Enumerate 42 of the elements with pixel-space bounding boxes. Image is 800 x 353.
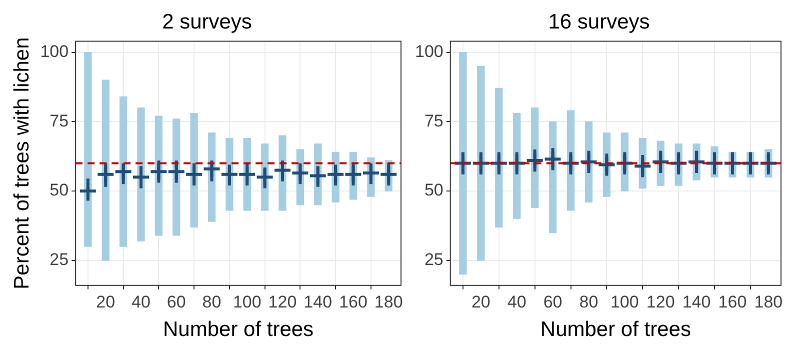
- y-tick-label: 25: [424, 250, 444, 270]
- x-tick-label: 40: [132, 292, 150, 312]
- y-tick-label: 75: [50, 111, 69, 130]
- bar: [154, 116, 163, 236]
- x-tick-label: 20: [96, 292, 116, 312]
- x-tick-label: 60: [166, 292, 186, 312]
- x-axis-title: Number of trees: [540, 318, 691, 342]
- x-tick-label: 20: [471, 292, 490, 312]
- chart-title: 16 surveys: [548, 10, 650, 34]
- x-tick-label: 140: [682, 292, 711, 312]
- y-tick-label: 100: [414, 42, 444, 61]
- bar: [190, 113, 198, 228]
- bar: [137, 107, 145, 242]
- bar: [172, 118, 180, 236]
- x-tick-label: 80: [202, 292, 222, 312]
- x-tick-label: 160: [339, 292, 368, 312]
- x-tick-label: 40: [507, 292, 526, 312]
- x-tick-label: 120: [646, 292, 675, 312]
- y-tick-label: 100: [40, 42, 69, 61]
- bar: [102, 80, 110, 261]
- bar: [84, 52, 92, 247]
- y-tick-label: 25: [50, 250, 69, 270]
- x-tick-label: 180: [374, 292, 403, 312]
- y-tick-label: 75: [424, 111, 444, 130]
- x-tick-label: 120: [268, 292, 297, 312]
- chart-title: 2 surveys: [162, 10, 252, 34]
- bar: [548, 121, 557, 234]
- x-tick-label: 60: [543, 292, 562, 312]
- x-tick-label: 100: [232, 292, 262, 312]
- y-tick-label: 50: [50, 180, 69, 200]
- bar: [477, 66, 485, 261]
- x-axis-title: Number of trees: [163, 318, 314, 342]
- x-tick-label: 160: [718, 292, 747, 312]
- bar: [495, 88, 503, 228]
- x-tick-label: 140: [304, 292, 332, 312]
- y-axis-title: Percent of trees with lichen: [10, 37, 34, 290]
- x-tick-label: 100: [610, 292, 639, 312]
- x-tick-label: 180: [754, 292, 783, 312]
- bar: [119, 96, 128, 247]
- bar: [459, 52, 467, 275]
- x-tick-label: 80: [579, 292, 598, 312]
- y-tick-label: 50: [424, 180, 444, 200]
